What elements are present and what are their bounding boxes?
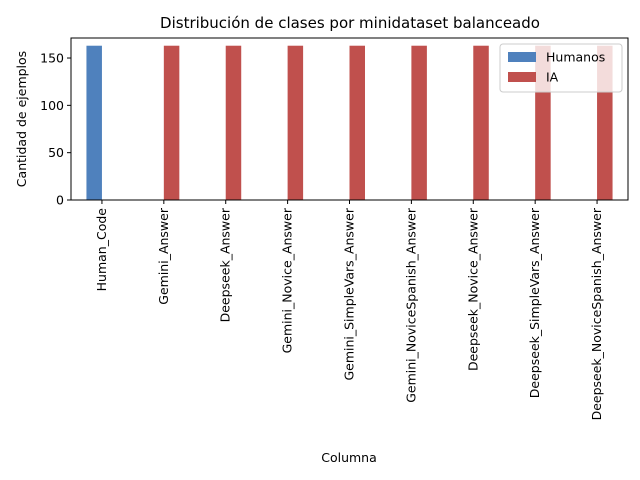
y-axis-label: Cantidad de ejemplos: [14, 51, 29, 187]
bar-ia-5: [411, 45, 427, 200]
y-tick-label: 50: [48, 145, 64, 160]
bar-ia-6: [473, 45, 489, 200]
x-axis-label: Columna: [321, 450, 377, 465]
y-axis: 0 50 100 150: [40, 51, 71, 208]
y-tick-label: 0: [56, 193, 64, 208]
x-axis: Human_Code Gemini_Answer Deepseek_Answer Ge…: [94, 200, 604, 420]
bar-ia-1: [163, 45, 180, 200]
x-tick-label: Deepseek_Answer: [218, 207, 233, 322]
x-tick-label: Deepseek_NoviceSpanish_Answer: [589, 207, 604, 420]
x-tick-label: Deepseek_SimpleVars_Answer: [527, 207, 542, 398]
legend: Humanos IA: [499, 43, 623, 93]
legend-swatch-ia: [508, 72, 536, 82]
legend-label-ia: IA: [546, 70, 559, 85]
x-tick-label: Deepseek_Novice_Answer: [465, 207, 480, 371]
y-tick-label: 100: [40, 98, 64, 113]
x-tick-label: Human_Code: [94, 208, 109, 292]
x-tick-label: Gemini_SimpleVars_Answer: [342, 207, 357, 380]
chart-title: Distribución de clases por minidataset b…: [160, 14, 540, 32]
bar-ia-3: [287, 45, 304, 200]
plot-frame: [70, 37, 629, 201]
bar-ia-4: [349, 45, 365, 200]
legend-label-humanos: Humanos: [546, 50, 605, 65]
bar-humanos-0: [86, 45, 102, 200]
bar-ia-2: [225, 45, 242, 200]
y-tick-label: 150: [40, 51, 64, 66]
x-tick-label: Gemini_NoviceSpanish_Answer: [403, 207, 418, 403]
x-tick-label: Gemini_Novice_Answer: [280, 207, 295, 353]
legend-swatch-humanos: [508, 52, 536, 62]
x-tick-label: Gemini_Answer: [156, 207, 171, 305]
